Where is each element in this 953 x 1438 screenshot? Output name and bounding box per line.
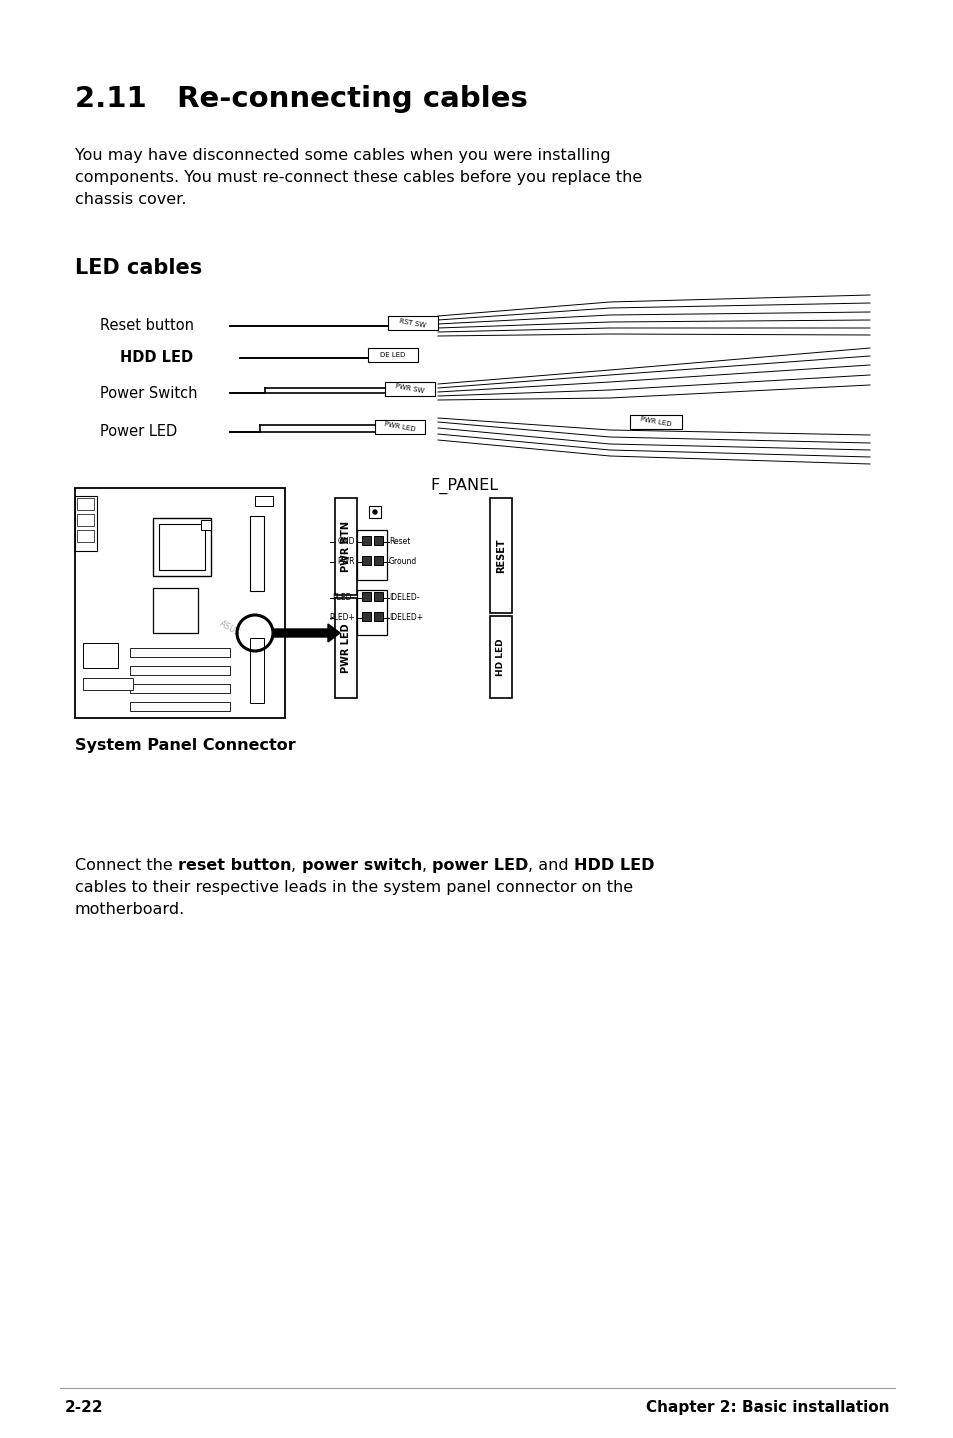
Bar (254, 496, 273, 506)
Text: 2-22: 2-22 (65, 1401, 104, 1415)
Bar (83, 677, 132, 690)
Text: PWR LED: PWR LED (340, 623, 351, 673)
Bar (385, 383, 435, 395)
Text: PWR LED: PWR LED (639, 417, 671, 427)
Text: PLED+: PLED+ (329, 614, 355, 623)
Text: components. You must re-connect these cables before you replace the: components. You must re-connect these ca… (75, 170, 641, 186)
Bar (159, 523, 205, 569)
Bar (388, 316, 437, 329)
Text: PWR BTN: PWR BTN (340, 521, 351, 572)
Bar (356, 531, 387, 580)
Text: Reset button: Reset button (100, 318, 193, 334)
Text: Ground: Ground (389, 558, 416, 567)
Text: , and: , and (528, 858, 574, 873)
Text: System Panel Connector: System Panel Connector (75, 738, 295, 754)
Text: power LED: power LED (432, 858, 528, 873)
Text: HDD LED: HDD LED (120, 351, 193, 365)
Bar (490, 498, 512, 613)
Text: PLED-: PLED- (333, 594, 355, 603)
Bar (201, 521, 211, 531)
Text: power switch: power switch (301, 858, 421, 873)
Bar (356, 590, 387, 636)
Bar (77, 498, 94, 510)
Text: Power Switch: Power Switch (100, 385, 197, 401)
Bar (374, 536, 382, 545)
Text: RESET: RESET (496, 538, 505, 572)
Text: chassis cover.: chassis cover. (75, 193, 186, 207)
Bar (130, 649, 230, 657)
Text: RST SW: RST SW (398, 318, 426, 328)
Bar (629, 416, 681, 429)
Bar (374, 592, 382, 601)
Bar (361, 592, 371, 601)
Bar (361, 536, 371, 545)
Bar (375, 420, 424, 434)
Bar (361, 613, 371, 621)
Text: Chapter 2: Basic installation: Chapter 2: Basic installation (646, 1401, 889, 1415)
Text: Connect the: Connect the (75, 858, 177, 873)
Text: IDELED+: IDELED+ (389, 614, 423, 623)
Bar (77, 531, 94, 542)
Text: IDELED-: IDELED- (389, 594, 419, 603)
Text: motherboard.: motherboard. (75, 902, 185, 917)
Bar (335, 498, 356, 595)
Bar (130, 702, 230, 710)
Text: Power LED: Power LED (100, 424, 177, 440)
Bar (250, 638, 264, 703)
Bar (75, 487, 285, 718)
Text: LED cables: LED cables (75, 257, 202, 278)
Text: F_PANEL: F_PANEL (430, 477, 497, 495)
Bar (250, 516, 264, 591)
Bar (335, 598, 356, 697)
Bar (130, 666, 230, 674)
Bar (77, 513, 94, 526)
Bar (368, 348, 417, 362)
Bar (490, 615, 512, 697)
Text: HDD LED: HDD LED (574, 858, 654, 873)
Bar (83, 643, 118, 669)
Text: You may have disconnected some cables when you were installing: You may have disconnected some cables wh… (75, 148, 610, 162)
Text: ASUS: ASUS (218, 618, 242, 637)
Text: Reset: Reset (389, 538, 410, 546)
Bar (374, 613, 382, 621)
Text: 2.11   Re-connecting cables: 2.11 Re-connecting cables (75, 85, 527, 114)
Text: ,: , (291, 858, 301, 873)
Bar (130, 684, 230, 693)
Text: reset button: reset button (177, 858, 291, 873)
Text: ,: , (421, 858, 432, 873)
Text: PWR LED: PWR LED (383, 421, 416, 433)
Bar (152, 588, 198, 633)
Text: GND: GND (337, 538, 355, 546)
Bar (374, 557, 382, 565)
Text: PWR: PWR (337, 558, 355, 567)
Text: DE LED: DE LED (380, 352, 405, 358)
Text: cables to their respective leads in the system panel connector on the: cables to their respective leads in the … (75, 880, 633, 894)
Text: HD LED: HD LED (496, 638, 505, 676)
Bar (75, 496, 97, 551)
Text: PWR SW: PWR SW (395, 384, 424, 394)
Circle shape (373, 510, 376, 513)
Bar (369, 506, 380, 518)
FancyArrow shape (273, 624, 339, 641)
Bar (361, 557, 371, 565)
Bar (152, 518, 211, 577)
